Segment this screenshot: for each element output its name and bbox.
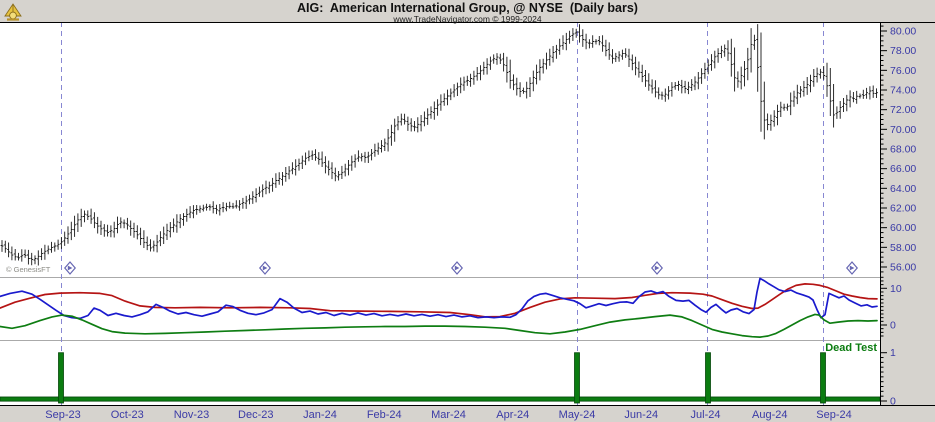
x-axis-month-label: Aug-24 (752, 409, 787, 421)
x-axis-month-label: Jan-24 (303, 409, 337, 421)
y-tick-label: 60.00 (890, 222, 916, 234)
y-tick-label: 66.00 (890, 163, 916, 175)
diamond-event-marker[interactable] (451, 261, 463, 275)
indicator-panel (0, 277, 878, 338)
deadtest-spike (58, 352, 64, 404)
y-tick-label: 56.00 (890, 261, 916, 273)
y-tick-label: 58.00 (890, 242, 916, 254)
chart-title: AIG: American International Group, @ NYS… (297, 1, 638, 15)
y-tick-label: 64.00 (890, 183, 916, 195)
deadtest-baseline (0, 396, 881, 402)
y-tick-label: 68.00 (890, 143, 916, 155)
y-tick-label: 1 (890, 347, 896, 359)
diamond-event-marker[interactable] (64, 261, 76, 275)
y-tick-label: 0 (890, 396, 896, 408)
y-tick-label: 62.00 (890, 202, 916, 214)
event-cursor-lines (61, 22, 824, 405)
chart-header: AIG: American International Group, @ NYS… (0, 0, 935, 24)
x-axis-month-label: Sep-23 (45, 409, 80, 421)
y-tick-label: 10 (890, 283, 902, 295)
red-indicator-line (0, 283, 878, 318)
diamond-event-marker[interactable] (846, 261, 858, 275)
x-axis-month-label: Nov-23 (174, 409, 209, 421)
price-panel (0, 24, 878, 266)
axes-frame (0, 22, 935, 422)
bottom-axis-strip (0, 406, 935, 422)
deadtest-panel-label: Dead Test (825, 342, 877, 354)
diamond-event-marker[interactable] (651, 261, 663, 275)
event-markers (64, 261, 858, 275)
y-tick-label: 72.00 (890, 104, 916, 116)
diamond-arrow-glyph (67, 265, 73, 271)
genesis-copyright: © GenesisFT (6, 265, 51, 274)
x-axis-month-label: Dec-23 (238, 409, 273, 421)
y-tick-label: 80.00 (890, 26, 916, 38)
genesis-sextant-icon (4, 3, 22, 21)
x-axis-month-label: Jun-24 (624, 409, 658, 421)
price-bars (0, 24, 878, 266)
diamond-arrow-glyph (262, 265, 268, 271)
y-tick-label: 0 (890, 320, 896, 332)
axis-labels: 80.00 78.00 76.00 74.00 72.00 70.00 68.00 66.00… (45, 26, 916, 422)
panel-backgrounds (0, 22, 880, 405)
y-tick-label: 74.00 (890, 84, 916, 96)
x-axis-month-label: Feb-24 (367, 409, 402, 421)
plot-background (0, 22, 880, 405)
x-axis-month-label: Apr-24 (496, 409, 529, 421)
deadtest-spike (820, 352, 826, 404)
deadtest-spike (705, 352, 711, 404)
y-tick-label: 70.00 (890, 124, 916, 136)
x-axis-month-label: Sep-24 (816, 409, 851, 421)
y-tick-label: 78.00 (890, 45, 916, 57)
x-axis-month-label: Jul-24 (691, 409, 721, 421)
chart-surface[interactable]: 80.00 78.00 76.00 74.00 72.00 70.00 68.00 66.00… (0, 22, 935, 422)
diamond-arrow-glyph (654, 265, 660, 271)
diamond-event-marker[interactable] (259, 261, 271, 275)
x-axis-month-label: Mar-24 (431, 409, 466, 421)
deadtest-spike (574, 352, 580, 404)
x-axis-month-label: May-24 (559, 409, 596, 421)
green-indicator-line (0, 313, 878, 338)
diamond-arrow-glyph (454, 265, 460, 271)
blue-indicator-line (0, 277, 878, 320)
chart-subtitle: www.TradeNavigator.com © 1999-2024 (393, 14, 542, 24)
right-axis-strip (881, 22, 935, 422)
y-tick-label: 76.00 (890, 65, 916, 77)
diamond-arrow-glyph (849, 265, 855, 271)
x-axis-month-label: Oct-23 (111, 409, 144, 421)
